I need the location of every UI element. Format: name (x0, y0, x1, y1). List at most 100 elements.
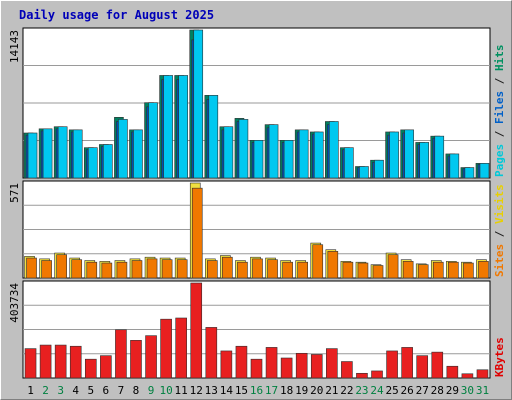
bar-visits-sites-sites-day-29 (448, 261, 459, 279)
bar-kbytes-kbytes-day-8 (130, 340, 142, 379)
bar-visits-sites-sites-day-11 (176, 259, 188, 279)
bar-visits-sites-sites-day-10 (161, 259, 173, 279)
x-tick-label-day-19: 19 (295, 384, 308, 397)
bar-visits-sites-sites-day-20 (312, 244, 324, 279)
bar-visits-sites-sites-day-5 (86, 261, 98, 279)
chart-title: Daily usage for August 2025 (19, 8, 215, 22)
panel-visits-sites-series-label-part: / (493, 224, 506, 244)
bar-pages-files-hits-pages-day-22 (344, 147, 354, 179)
bar-pages-files-hits-pages-day-28 (434, 135, 445, 179)
bar-kbytes-kbytes-day-4 (69, 345, 82, 379)
bar-visits-sites-sites-day-26 (402, 261, 414, 279)
bar-pages-files-hits-pages-day-12 (193, 29, 204, 179)
bar-pages-files-hits-pages-day-5 (87, 147, 98, 179)
x-tick-label-day-1: 1 (27, 384, 34, 397)
bar-kbytes-kbytes-day-31 (476, 369, 489, 379)
panel-kbytes-ymax-label: 403734 (8, 283, 21, 323)
bar-kbytes-kbytes-day-24 (371, 370, 383, 379)
x-tick-label-day-16: 16 (250, 384, 263, 397)
bar-visits-sites-sites-day-22 (342, 261, 354, 279)
panel-visits-sites-series-label-part: Sites (493, 244, 506, 277)
bar-pages-files-hits-pages-day-26 (404, 129, 414, 179)
bar-kbytes-kbytes-day-6 (100, 355, 112, 379)
bar-pages-files-hits-pages-day-7 (118, 119, 128, 179)
x-tick-label-day-28: 28 (431, 384, 444, 397)
panel-pages-files-hits-series-label: Pages / Files / Hits (493, 45, 506, 178)
bar-pages-files-hits-pages-day-23 (359, 166, 369, 179)
bar-pages-files-hits-pages-day-29 (449, 153, 460, 179)
bar-kbytes-kbytes-day-5 (84, 358, 97, 379)
bar-visits-sites-sites-day-27 (417, 264, 429, 279)
bar-pages-files-hits-pages-day-19 (298, 129, 309, 179)
bar-kbytes-kbytes-day-17 (265, 347, 278, 379)
bar-kbytes-kbytes-day-2 (39, 344, 52, 379)
panel-visits-sites-series-label: Sites / Visits (493, 184, 506, 277)
panel-pages-files-hits-series-label-part: Hits (493, 45, 506, 72)
bar-kbytes-kbytes-day-20 (310, 354, 323, 379)
bar-pages-files-hits-pages-day-4 (72, 129, 83, 179)
x-tick-label-day-21: 21 (325, 384, 338, 397)
bar-visits-sites-sites-day-25 (387, 254, 399, 279)
x-tick-label-day-12: 12 (190, 384, 203, 397)
bar-pages-files-hits-pages-day-11 (178, 75, 188, 179)
bar-pages-files-hits-pages-day-17 (268, 124, 279, 179)
bar-pages-files-hits-pages-day-20 (313, 131, 324, 179)
x-tick-label-day-3: 3 (57, 384, 64, 397)
bar-kbytes-kbytes-day-16 (250, 358, 263, 379)
bar-visits-sites-sites-day-21 (327, 251, 339, 279)
bar-visits-sites-sites-day-13 (207, 260, 218, 279)
bar-visits-sites-sites-day-28 (432, 261, 444, 279)
x-tick-label-day-5: 5 (87, 384, 94, 397)
bar-visits-sites-sites-day-12 (191, 187, 203, 279)
x-tick-label-day-4: 4 (72, 384, 79, 397)
bar-visits-sites-sites-day-1 (26, 257, 37, 279)
x-tick-label-day-23: 23 (355, 384, 368, 397)
bar-visits-sites-sites-day-6 (101, 262, 113, 279)
bar-kbytes-kbytes-day-1 (24, 348, 37, 379)
bar-kbytes-kbytes-day-15 (235, 345, 248, 379)
bar-visits-sites-sites-day-16 (252, 258, 263, 279)
bar-kbytes-kbytes-day-12 (190, 282, 203, 379)
x-tick-label-day-9: 9 (148, 384, 155, 397)
bar-kbytes-kbytes-day-28 (431, 351, 444, 379)
bar-visits-sites-sites-day-15 (237, 261, 248, 279)
panel-kbytes-series-label-part: KBytes (493, 337, 506, 377)
panel-visits-sites-series-label-part: Visits (493, 184, 506, 224)
bar-visits-sites-sites-day-14 (222, 256, 233, 279)
panel-pages-files-hits-series-label-part: / (493, 71, 506, 91)
x-tick-label-day-8: 8 (133, 384, 140, 397)
bar-kbytes-kbytes-day-21 (326, 348, 338, 379)
bar-kbytes-kbytes-day-26 (401, 347, 413, 379)
bar-pages-files-hits-pages-day-27 (419, 142, 430, 179)
bar-pages-files-hits-pages-day-10 (163, 75, 173, 179)
bar-kbytes-kbytes-day-22 (341, 361, 353, 379)
bar-kbytes-kbytes-day-18 (280, 357, 293, 379)
bar-pages-files-hits-pages-day-25 (389, 131, 399, 179)
panel-pages-files-hits-ymax-label: 14143 (8, 30, 21, 63)
bar-kbytes-kbytes-day-11 (175, 317, 187, 379)
x-tick-label-day-7: 7 (118, 384, 125, 397)
x-tick-label-day-6: 6 (103, 384, 110, 397)
bar-pages-files-hits-pages-day-16 (253, 140, 264, 179)
bar-visits-sites-sites-day-19 (297, 261, 308, 279)
bar-pages-files-hits-pages-day-13 (208, 95, 219, 179)
bar-kbytes-kbytes-day-25 (386, 350, 398, 379)
bar-pages-files-hits-pages-day-1 (27, 132, 38, 179)
bar-kbytes-kbytes-day-23 (356, 372, 368, 379)
bar-pages-files-hits-pages-day-9 (148, 102, 158, 179)
bar-pages-files-hits-pages-day-15 (238, 119, 249, 179)
bar-kbytes-kbytes-day-10 (160, 318, 172, 379)
bar-visits-sites-sites-day-31 (478, 261, 489, 279)
bar-visits-sites-sites-day-30 (463, 262, 474, 279)
bar-visits-sites-sites-day-17 (267, 259, 278, 279)
bar-pages-files-hits-pages-day-14 (223, 126, 234, 179)
x-tick-label-day-15: 15 (235, 384, 248, 397)
panel-visits-sites-ymax-label: 571 (8, 183, 21, 203)
x-tick-label-day-30: 30 (461, 384, 474, 397)
bar-kbytes-kbytes-day-29 (446, 365, 459, 379)
bar-visits-sites-sites-day-23 (357, 262, 369, 279)
bar-visits-sites-sites-day-2 (41, 260, 52, 279)
panel-pages-files-hits-series-label-part: Files (493, 91, 506, 124)
x-tick-label-day-13: 13 (205, 384, 218, 397)
